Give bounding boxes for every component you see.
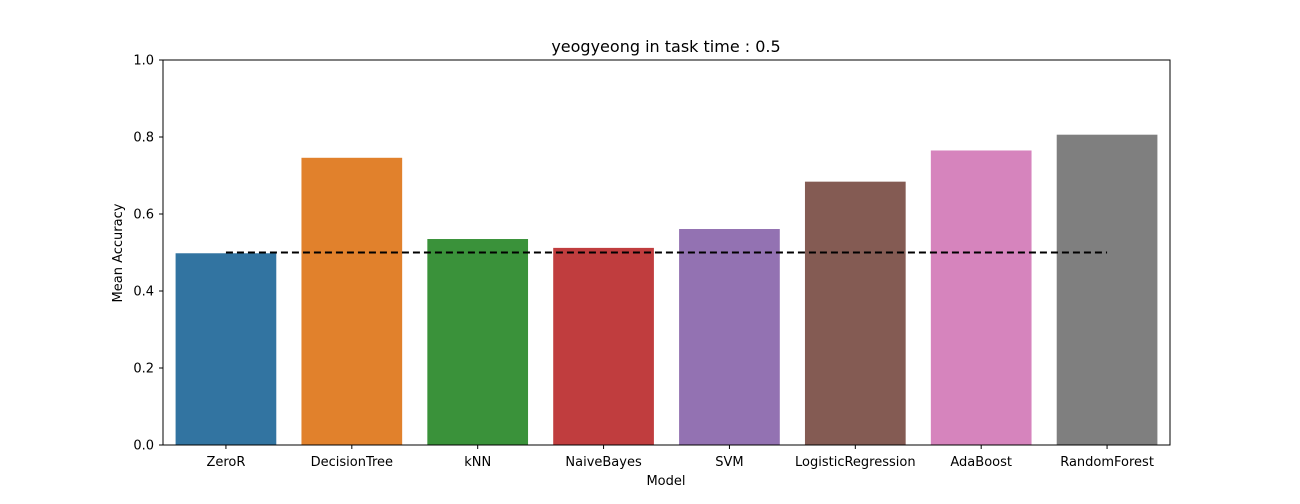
x-tick-label: RandomForest	[1060, 455, 1154, 470]
y-tick-label: 0.8	[133, 131, 154, 146]
chart-title: yeogyeong in task time : 0.5	[551, 37, 780, 56]
y-tick-label: 1.0	[133, 54, 154, 69]
x-tick-label: AdaBoost	[950, 455, 1012, 470]
x-tick-label: kNN	[464, 455, 491, 470]
x-tick-label: SVM	[715, 455, 743, 470]
x-axis-label: Model	[646, 474, 685, 489]
bar-naivebayes	[553, 247, 654, 445]
x-tick-label: LogisticRegression	[795, 455, 916, 470]
bar-knn	[427, 239, 529, 445]
bar-logisticregression	[804, 181, 906, 445]
y-tick-label: 0.2	[133, 362, 154, 377]
axis-layer: 0.0 0.2 0.4 0.6 0.8 1.0 ZeroR DecisionTree kNN Na…	[133, 54, 1171, 470]
y-axis-label: Mean Accuracy	[111, 203, 126, 302]
x-tick-label: DecisionTree	[311, 455, 393, 470]
bar-zeror	[175, 253, 277, 445]
y-tick-label: 0.0	[133, 439, 154, 454]
x-tick-label: ZeroR	[206, 455, 245, 470]
bar-decisiontree	[301, 157, 403, 446]
bar-adaboost	[930, 150, 1032, 446]
y-tick-label: 0.6	[133, 208, 154, 223]
bars-layer	[175, 134, 1158, 446]
x-tick-label: NaiveBayes	[565, 455, 642, 470]
bar-svm	[679, 229, 780, 445]
plot-frame	[162, 59, 1171, 446]
y-tick-label: 0.4	[133, 285, 154, 300]
bar-randomforest	[1056, 134, 1158, 445]
